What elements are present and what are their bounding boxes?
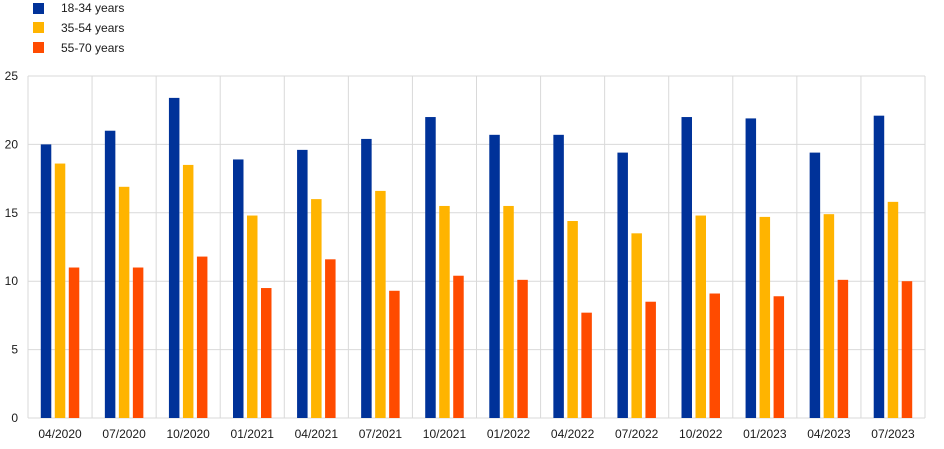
- bar-18-34-years: [873, 115, 885, 418]
- legend: 18-34 years 35-54 years 55-70 years: [33, 1, 124, 55]
- legend-label-35-54: 35-54 years: [61, 21, 124, 35]
- x-tick-label: 04/2020: [38, 427, 82, 441]
- y-tick-label: 0: [11, 411, 18, 425]
- x-tick-label: 04/2022: [551, 427, 595, 441]
- bar-35-54-years: [503, 205, 514, 418]
- y-tick-label: 20: [5, 137, 19, 151]
- bar-35-54-years: [759, 216, 771, 418]
- bar-55-70-years: [325, 259, 336, 418]
- bar-35-54-years: [182, 164, 194, 418]
- x-axis-ticks: 04/2020 07/2020 10/2020 01/2021 04/2021 07/20…: [38, 427, 915, 441]
- bar-55-70-years: [389, 290, 400, 418]
- bar-18-34-years: [425, 117, 436, 418]
- bar-18-34-years: [745, 118, 757, 419]
- x-tick-label: 01/2022: [487, 427, 531, 441]
- bar-18-34-years: [104, 130, 116, 418]
- x-tick-label: 01/2023: [743, 427, 787, 441]
- x-tick-label: 01/2021: [231, 427, 275, 441]
- x-tick-label: 07/2021: [359, 427, 403, 441]
- bar-55-70-years: [773, 296, 785, 418]
- bar-35-54-years: [118, 186, 130, 418]
- bar-55-70-years: [901, 281, 913, 418]
- legend-swatch-18-34: [33, 3, 44, 14]
- y-tick-label: 5: [11, 343, 18, 357]
- bar-35-54-years: [695, 215, 706, 418]
- bar-35-54-years: [375, 190, 386, 418]
- bar-35-54-years: [887, 201, 899, 418]
- x-tick-label: 04/2023: [807, 427, 851, 441]
- y-tick-label: 25: [5, 69, 19, 83]
- bar-55-70-years: [261, 288, 272, 418]
- bar-18-34-years: [553, 134, 564, 418]
- bar-18-34-years: [681, 117, 692, 418]
- bar-18-34-years: [40, 144, 52, 418]
- y-axis-ticks: 0 5 10 15 20 25: [5, 69, 19, 425]
- x-tick-label: 10/2022: [679, 427, 723, 441]
- bar-55-70-years: [196, 256, 208, 418]
- x-tick-label: 07/2020: [102, 427, 146, 441]
- bar-55-70-years: [645, 301, 656, 418]
- bar-55-70-years: [837, 279, 849, 418]
- bar-55-70-years: [68, 267, 80, 418]
- bar-35-54-years: [247, 215, 258, 418]
- bars: [40, 97, 913, 419]
- bar-18-34-years: [617, 152, 628, 418]
- y-tick-label: 15: [5, 206, 19, 220]
- bar-35-54-years: [823, 214, 835, 418]
- bar-18-34-years: [361, 138, 372, 419]
- bar-35-54-years: [54, 163, 66, 418]
- bar-35-54-years: [567, 221, 578, 418]
- x-tick-label: 07/2022: [615, 427, 659, 441]
- bar-55-70-years: [453, 275, 464, 418]
- bar-55-70-years: [132, 267, 144, 418]
- bar-55-70-years: [581, 312, 592, 418]
- bar-35-54-years: [439, 205, 450, 418]
- bar-55-70-years: [709, 293, 720, 418]
- x-tick-label: 04/2021: [295, 427, 339, 441]
- y-tick-label: 10: [5, 274, 19, 288]
- bar-35-54-years: [631, 233, 642, 418]
- bar-18-34-years: [233, 159, 244, 418]
- bar-55-70-years: [517, 279, 528, 418]
- gridlines: [27, 75, 926, 419]
- x-tick-label: 07/2023: [871, 427, 915, 441]
- bar-18-34-years: [168, 97, 180, 418]
- bar-35-54-years: [311, 199, 322, 418]
- bar-18-34-years: [297, 149, 308, 418]
- bar-18-34-years: [809, 152, 821, 418]
- legend-swatch-55-70: [33, 42, 44, 53]
- x-tick-label: 10/2021: [423, 427, 467, 441]
- bar-18-34-years: [489, 134, 500, 418]
- legend-label-55-70: 55-70 years: [61, 41, 124, 55]
- legend-label-18-34: 18-34 years: [61, 1, 124, 15]
- x-tick-label: 10/2020: [166, 427, 210, 441]
- legend-swatch-35-54: [33, 22, 44, 33]
